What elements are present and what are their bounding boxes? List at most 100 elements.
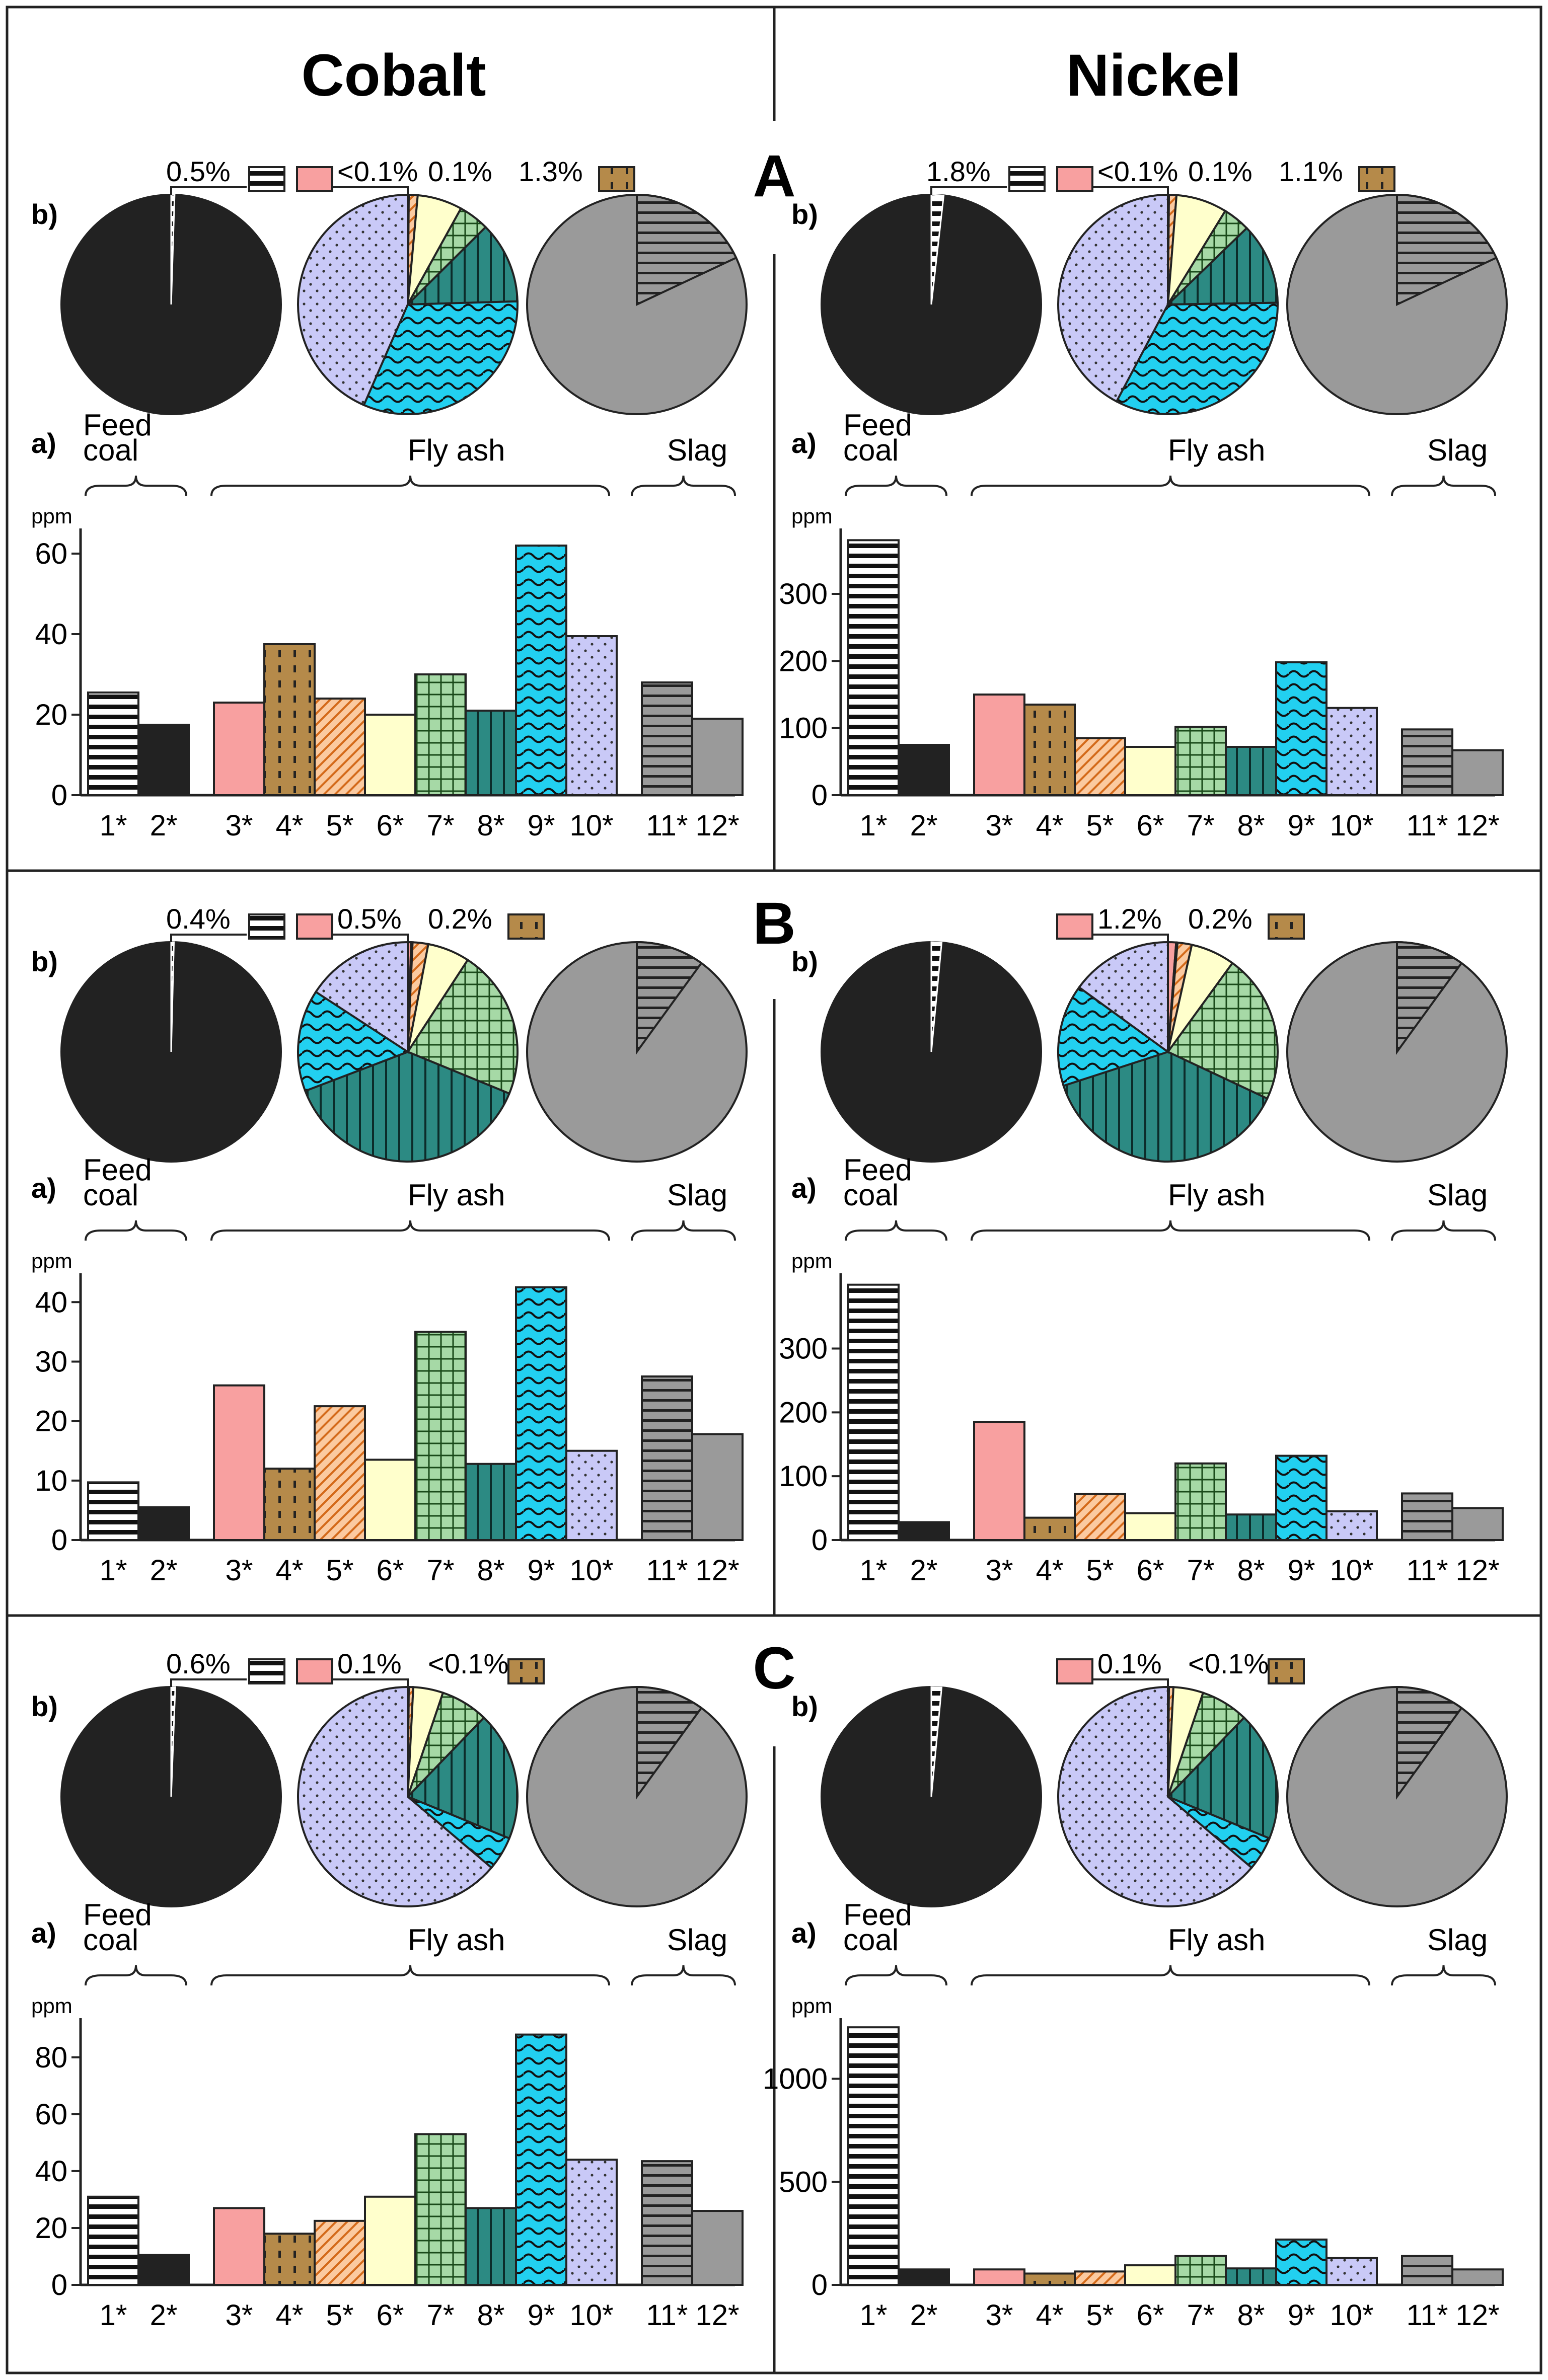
y-tick-label: 1000: [763, 2063, 828, 2096]
group-label-fly-ash: Fly ash: [1168, 1178, 1265, 1212]
bar-10*: [1325, 1510, 1378, 1541]
pie-fly-wedge-8: [304, 1050, 511, 1163]
pie-pct-label: <0.1%: [1188, 1648, 1269, 1679]
bar-3*: [213, 1384, 265, 1542]
x-tick-label: 4*: [1036, 809, 1064, 842]
group-label-slag: Slag: [1427, 433, 1488, 467]
bar-3*: [973, 694, 1025, 796]
group-label-fly-ash: Fly ash: [1168, 433, 1265, 467]
y-tick-label: 60: [35, 538, 67, 570]
x-tick-label: 5*: [326, 809, 354, 842]
legend-swatch: [296, 1658, 333, 1684]
group-brace-2: [631, 1965, 736, 1986]
bar-10*: [565, 1449, 618, 1542]
y-unit-label: ppm: [791, 1249, 833, 1273]
bar-sublabel: a): [791, 1172, 817, 1204]
bar-8*: [465, 1463, 517, 1542]
group-label-coal: coal: [843, 433, 899, 467]
group-label-slag: Slag: [1427, 1178, 1488, 1212]
bar-5*: [314, 2219, 366, 2286]
pie-leader-line: [1092, 934, 1169, 942]
pie-pct-label: 0.2%: [428, 903, 492, 935]
pie-leader-line: [332, 934, 409, 942]
bar-8*: [1225, 2267, 1277, 2286]
group-label-feed: Feed: [83, 1153, 152, 1187]
x-tick-label: 12*: [695, 1554, 739, 1587]
x-tick-label: 6*: [1137, 2299, 1164, 2332]
bar-1*: [87, 1481, 139, 1541]
bar-7*: [1174, 1462, 1227, 1542]
bar-1*: [847, 1283, 900, 1541]
group-brace-0: [845, 1220, 947, 1241]
bar-7*: [414, 1331, 467, 1541]
x-tick-label: 11*: [646, 2299, 688, 2332]
bar-10*: [1325, 707, 1378, 796]
group-brace-0: [85, 1220, 187, 1241]
bar-sublabel: a): [31, 427, 56, 459]
pie-feed-wedge-1: [930, 941, 943, 1052]
bar-2*: [898, 1521, 950, 1541]
bar-11*: [1401, 2255, 1453, 2286]
x-tick-label: 5*: [1086, 2299, 1114, 2332]
x-tick-label: 10*: [1330, 1554, 1373, 1587]
pie-fly-wedge-9: [297, 990, 410, 1093]
x-tick-label: 12*: [1455, 809, 1499, 842]
legend-swatch: [1056, 1658, 1093, 1684]
y-tick-label: 20: [35, 699, 67, 731]
bar-11*: [641, 681, 693, 796]
x-tick-label: 8*: [477, 809, 505, 842]
legend-swatch: [296, 913, 333, 940]
pie-leader-line: [1092, 1678, 1169, 1687]
group-brace-2: [631, 475, 736, 496]
legend-swatch: [598, 166, 635, 192]
x-tick-label: 10*: [569, 2299, 613, 2332]
y-unit-label: ppm: [791, 504, 833, 528]
y-tick-label: 20: [35, 1405, 67, 1438]
pie-fly-wedge-10: [297, 1685, 493, 1907]
pie-slag-wedge-11: [636, 193, 738, 306]
pie-slag-wedge-11: [636, 941, 703, 1055]
bar-3*: [973, 2268, 1025, 2286]
bar-2*: [137, 1506, 190, 1541]
bar-4*: [1023, 2272, 1076, 2286]
legend-swatch: [296, 166, 333, 192]
pie-fly-wedge-9: [1057, 986, 1170, 1087]
y-tick-label: 80: [35, 2041, 67, 2074]
bar-11*: [1401, 728, 1453, 797]
group-brace-0: [85, 475, 187, 496]
bar-6*: [364, 2195, 416, 2286]
group-label-feed: Feed: [843, 1153, 912, 1187]
pie-leader-line: [170, 1678, 247, 1687]
bar-2*: [898, 2268, 950, 2286]
pie-slag-wedge-11: [1396, 1685, 1463, 1800]
bar-8*: [465, 2207, 517, 2286]
bar-9*: [515, 1286, 567, 1542]
pie-sublabel: b): [791, 1691, 818, 1722]
pie-pct-label: 0.6%: [166, 1648, 231, 1679]
bar-9*: [1275, 661, 1328, 796]
x-tick-label: 3*: [986, 2299, 1013, 2332]
pie-slag-wedge-11: [1396, 941, 1463, 1055]
x-tick-label: 5*: [326, 1554, 354, 1587]
group-brace-1: [210, 475, 610, 496]
bar-10*: [1325, 2257, 1378, 2286]
bar-5*: [314, 1405, 366, 1541]
bar-5*: [1074, 2270, 1126, 2286]
bar-12*: [691, 718, 744, 796]
y-tick-label: 300: [779, 578, 828, 610]
pie-pct-label: 0.5%: [166, 156, 231, 187]
x-tick-label: 11*: [646, 1554, 688, 1587]
x-tick-label: 6*: [377, 1554, 404, 1587]
x-tick-label: 6*: [377, 809, 404, 842]
bar-10*: [565, 635, 618, 796]
y-tick-label: 100: [779, 1460, 828, 1493]
x-tick-label: 5*: [1086, 809, 1114, 842]
legend-swatch: [1056, 913, 1093, 940]
bar-4*: [263, 1468, 316, 1542]
x-tick-label: 8*: [477, 2299, 505, 2332]
x-tick-label: 4*: [276, 2299, 304, 2332]
bar-sublabel: a): [791, 1917, 817, 1949]
bar-1*: [87, 2195, 139, 2286]
